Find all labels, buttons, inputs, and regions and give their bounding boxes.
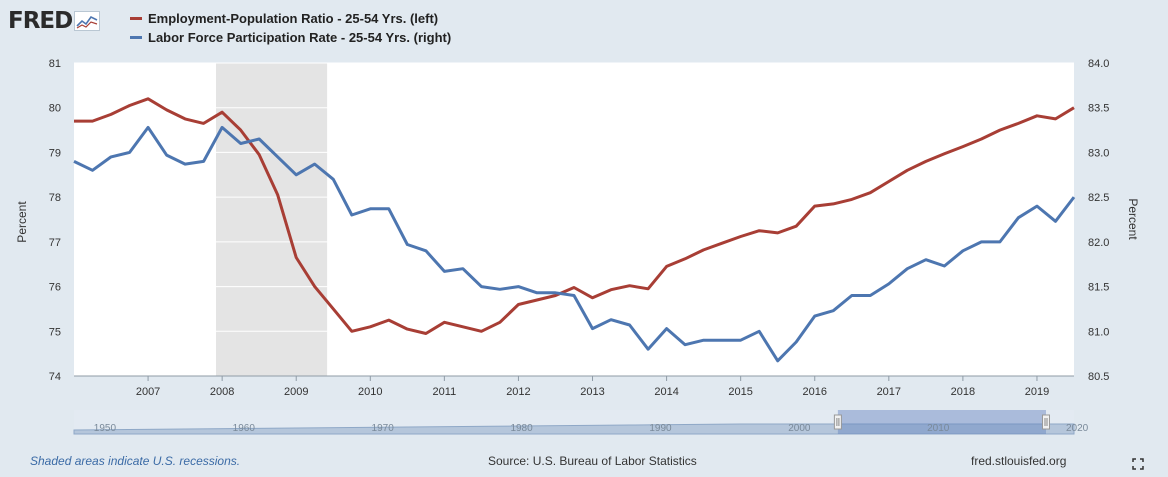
y-right-tick-label: 80.5 [1088,371,1109,383]
legend-swatch-emp [130,17,142,20]
y-left-tick-label: 77 [49,237,61,249]
x-tick-label: 2019 [1025,386,1049,398]
y-left-tick-label: 78 [49,192,61,204]
legend-label-emp: Employment-Population Ratio - 25-54 Yrs.… [148,11,439,26]
chart-legend: Employment-Population Ratio - 25-54 Yrs.… [130,9,451,47]
navigator-series [73,423,1075,435]
series-line-labor-force [73,125,1076,363]
navigator-label: 2010 [927,423,950,434]
navigator-label: 2020 [1066,423,1089,434]
x-tick-label: 2013 [580,386,604,398]
x-tick-label: 2007 [136,386,160,398]
x-tick-label: 2010 [358,386,382,398]
y-right-tick-label: 82.5 [1088,192,1109,204]
x-tick-label: 2016 [802,386,826,398]
y-left-tick-label: 74 [49,371,61,383]
x-tick-label: 2009 [284,386,308,398]
site-link[interactable]: fred.stlouisfed.org [971,454,1067,468]
y-left-tick-label: 81 [49,58,61,70]
y-right-tick-label: 82.0 [1088,237,1109,249]
x-tick-label: 2012 [506,386,530,398]
navigator-selected-range[interactable] [837,410,1046,434]
x-tick-label: 2008 [210,386,234,398]
navigator-handle-left[interactable] [833,414,842,430]
navigator-label: 1970 [372,423,395,434]
source-text: Source: U.S. Bureau of Labor Statistics [488,454,697,468]
navigator-label: 1990 [649,423,672,434]
navigator-label: 1950 [94,423,117,434]
y-left-tick-label: 75 [49,326,61,338]
chart-canvas[interactable]: 74 75 76 77 78 79 80 81 80.5 81.0 81.5 82.0 82.5 83.… [0,0,1168,445]
legend-item-emp[interactable]: Employment-Population Ratio - 25-54 Yrs.… [130,9,451,28]
x-tick-label: 2018 [951,386,975,398]
legend-item-lfp[interactable]: Labor Force Participation Rate - 25-54 Y… [130,28,451,47]
navigator-label: 1960 [233,423,256,434]
y-axis-right-label: Percent [1126,198,1140,240]
y-right-tick-label: 83.0 [1088,147,1109,159]
x-tick-label: 2015 [728,386,752,398]
y-left-tick-label: 80 [49,103,61,115]
navigator-handle-right[interactable] [1042,414,1050,430]
range-navigator[interactable]: 1950 1960 1970 1980 1990 2000 2010 2020 [73,410,1089,435]
x-tick-label: 2017 [877,386,901,398]
legend-swatch-lfp [130,36,142,39]
y-left-tick-label: 76 [49,282,61,294]
x-tick-label: 2011 [433,386,457,398]
line-chart-icon [74,11,101,31]
y-axis-left-label: Percent [15,201,29,243]
expand-icon[interactable] [1132,458,1144,470]
y-right-tick-label: 84.0 [1088,58,1109,70]
y-right-tick-label: 83.5 [1088,103,1109,115]
y-right-tick-label: 81.5 [1088,282,1109,294]
x-tick-label: 2014 [654,386,678,398]
series-line-employment-population [74,97,1075,335]
legend-label-lfp: Labor Force Participation Rate - 25-54 Y… [148,30,452,45]
navigator-label: 1980 [510,423,533,434]
fred-logo[interactable]: FRED [8,8,101,34]
logo-text: FRED [8,8,73,34]
y-right-tick-label: 81.0 [1088,326,1109,338]
y-left-tick-label: 79 [49,147,61,159]
recession-note: Shaded areas indicate U.S. recessions. [30,454,241,468]
recession-band [216,63,328,376]
navigator-label: 2000 [788,423,811,434]
